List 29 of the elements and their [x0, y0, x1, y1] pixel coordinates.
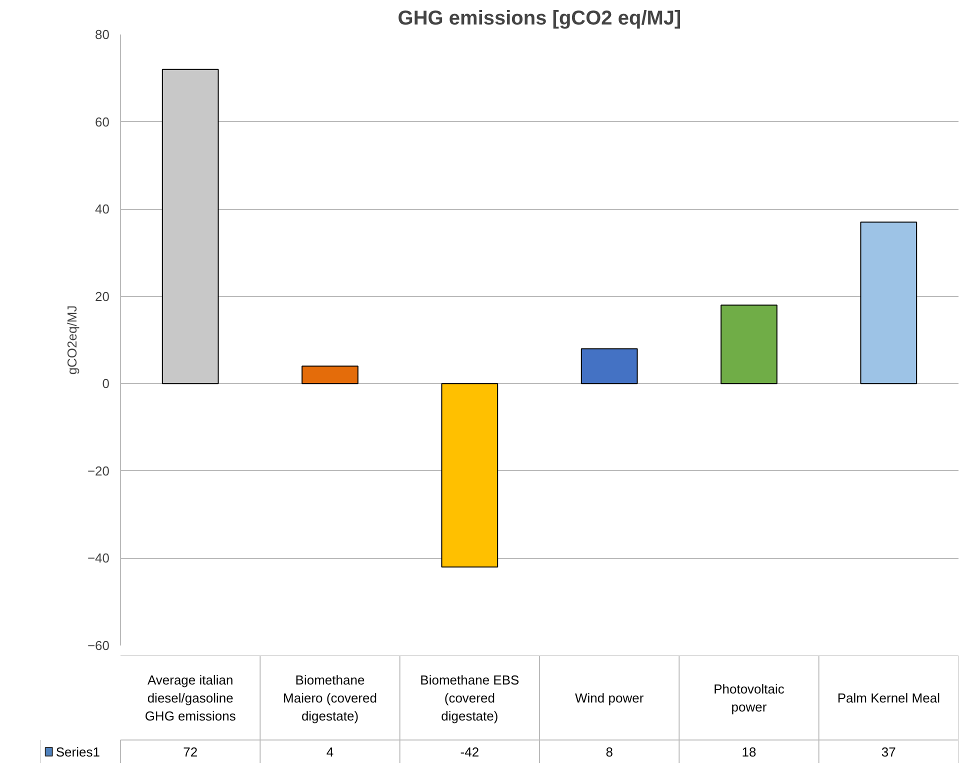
y-tick-label: −60 [87, 638, 110, 653]
y-axis-title: gCO2eq/MJ [64, 305, 80, 375]
bar [720, 304, 778, 384]
x-tick-label: Photovoltaic power [714, 681, 785, 714]
chart-title: GHG emissions [gCO2 eq/MJ] [398, 8, 682, 30]
legend-label: Series1 [56, 744, 100, 760]
x-tick-label: Palm Kernel Meal [837, 690, 940, 706]
data-label: 8 [606, 744, 613, 760]
y-tick-label: 80 [95, 27, 110, 42]
bar [441, 383, 498, 568]
bar [580, 348, 638, 384]
data-label: -42 [460, 744, 480, 760]
bar [302, 366, 358, 384]
y-tick-label: 60 [95, 114, 110, 130]
y-tick-label: −20 [87, 463, 110, 478]
data-label: 4 [326, 744, 334, 760]
y-tick-label: −40 [87, 550, 110, 566]
y-tick-label: 0 [102, 376, 110, 392]
y-tick-label: 40 [95, 202, 110, 217]
data-label: 18 [742, 744, 756, 760]
x-tick-label: Biomethane EBS (covered digestate) [420, 672, 520, 724]
data-label: 72 [183, 744, 198, 760]
x-tick-label: Biomethane Maiero (covered digestate) [283, 672, 377, 724]
y-tick-label: 20 [95, 288, 110, 304]
bar [860, 222, 918, 384]
bar [162, 68, 219, 384]
x-tick-label: Average italian diesel/gasoline GHG emissions [144, 672, 236, 724]
x-tick-label: Wind power [575, 690, 644, 706]
data-label: 37 [881, 744, 896, 760]
